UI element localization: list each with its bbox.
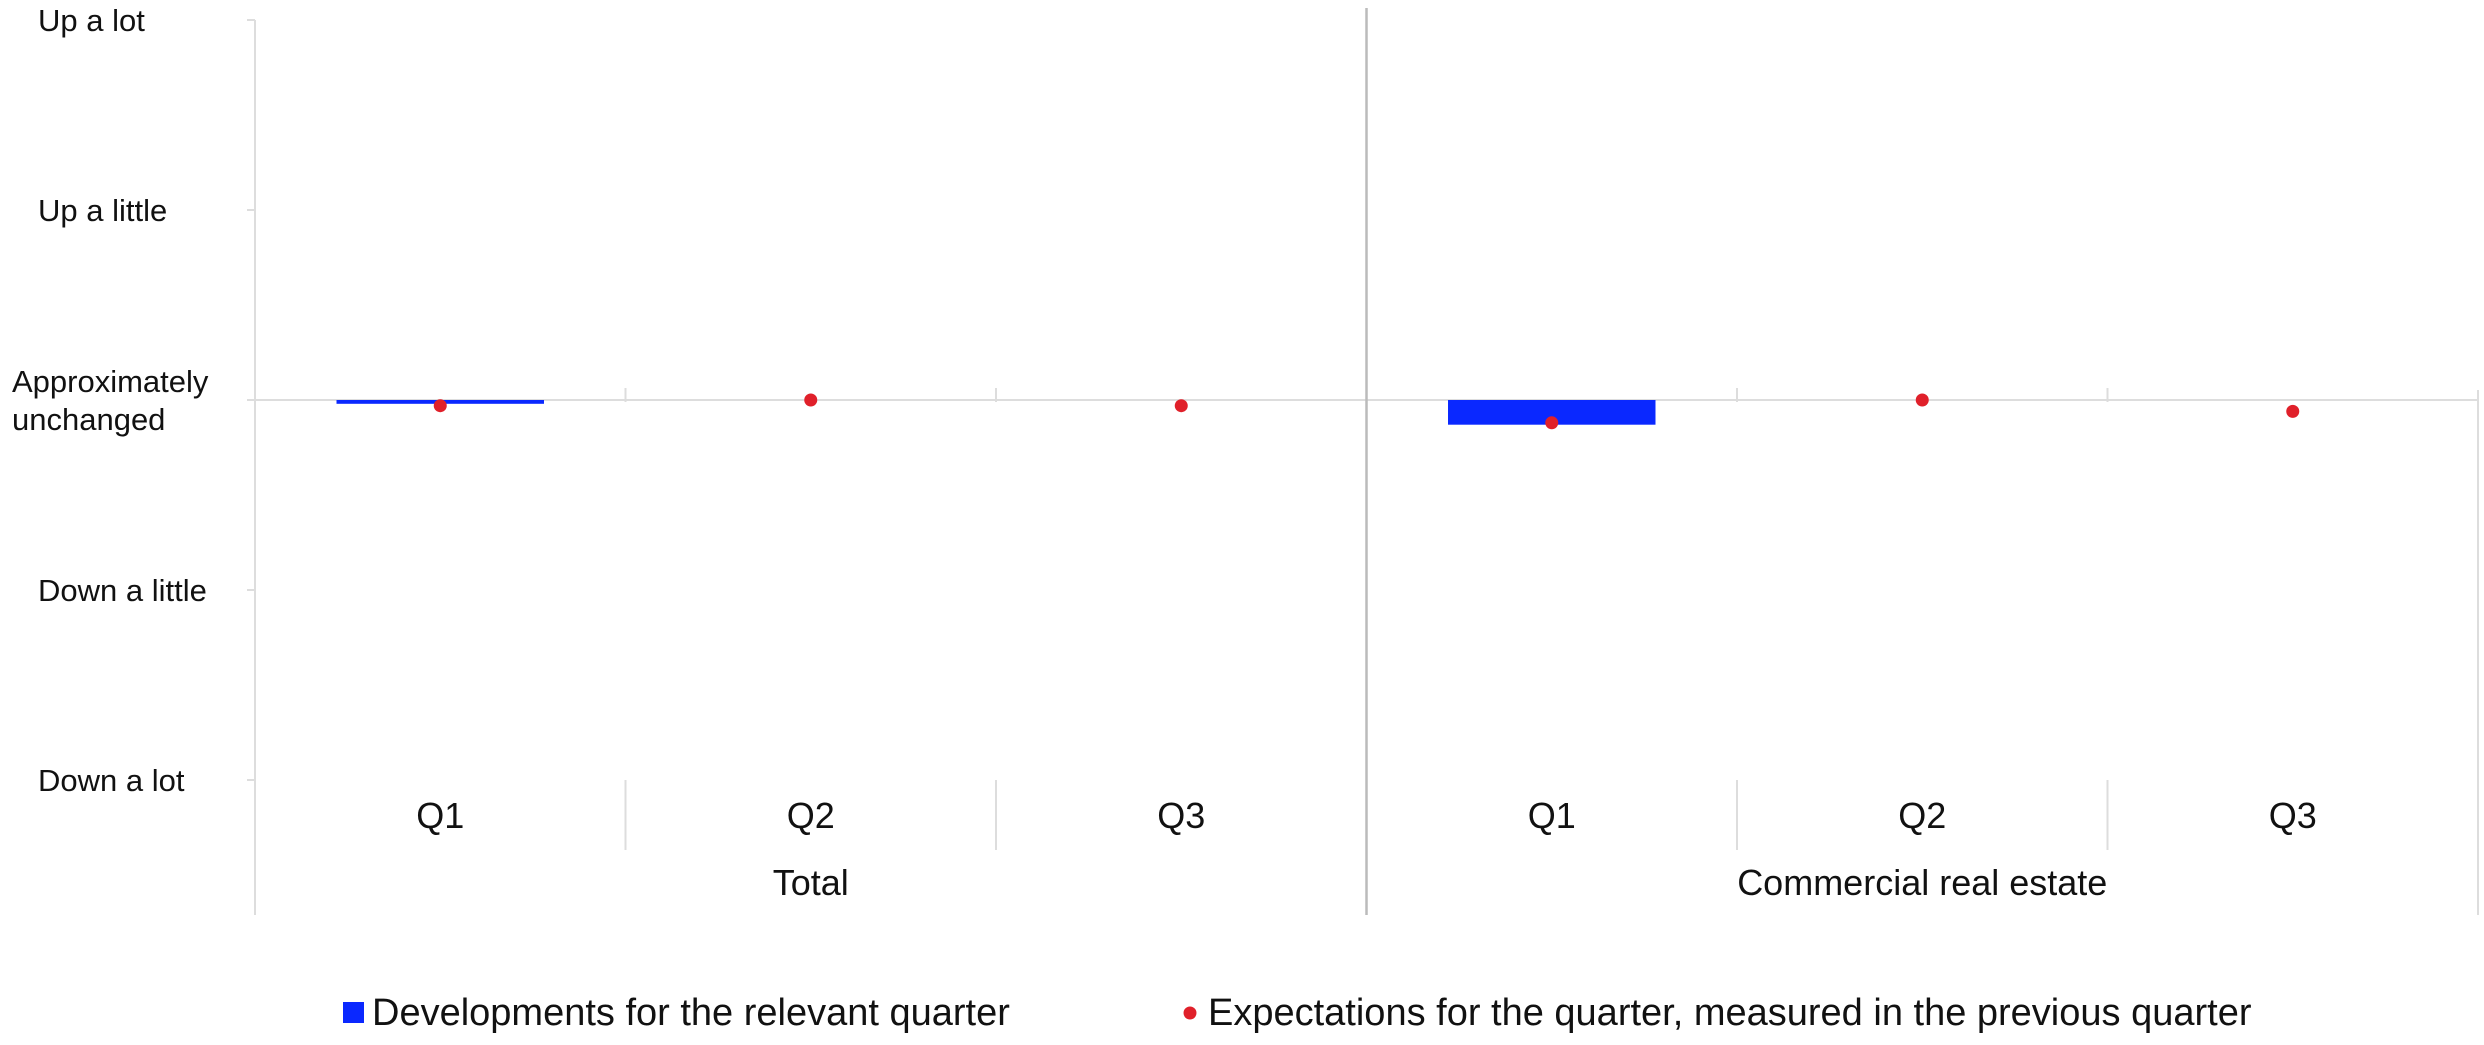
dot [433,399,447,413]
group-labels: Total Commercial real estate [773,862,2108,903]
y-tick-label: Up a lot [38,3,145,38]
y-tick-label: Down a little [38,573,207,608]
y-tick-label: Approximately [12,364,209,399]
y-tick-label: Down a lot [38,763,185,798]
group-label: Total [773,862,849,903]
x-tick-label: Q2 [787,795,835,836]
x-axis-tick-labels: Q1 Q2 Q3 Q1 Q2 Q3 [416,795,2317,836]
bar-series [336,400,1656,425]
legend-dot-label: Expectations for the quarter, measured i… [1208,992,2252,1034]
y-tick-label: unchanged [12,402,165,437]
dot [1174,399,1188,413]
group-label: Commercial real estate [1737,862,2107,903]
x-tick-label: Q1 [416,795,464,836]
legend-dot-swatch [1183,1006,1197,1020]
x-tick-label: Q1 [1528,795,1576,836]
dot [804,393,818,407]
x-tick-label: Q3 [2269,795,2317,836]
y-axis-tick-labels: Up a lot Up a little Approximatelyunchange… [12,3,209,798]
x-tick-label: Q2 [1898,795,1946,836]
dot [2286,404,2300,418]
dot [1915,393,1929,407]
dot-series [433,393,2300,430]
chart-axes [247,8,2479,915]
dot [1545,416,1559,430]
x-tick-label: Q3 [1157,795,1205,836]
legend-bar-swatch [343,1002,364,1023]
legend-bar-label: Developments for the relevant quarter [372,992,1010,1034]
y-tick-label: Up a little [38,193,167,228]
legend: Developments for the relevant quarter Exp… [343,992,2252,1034]
